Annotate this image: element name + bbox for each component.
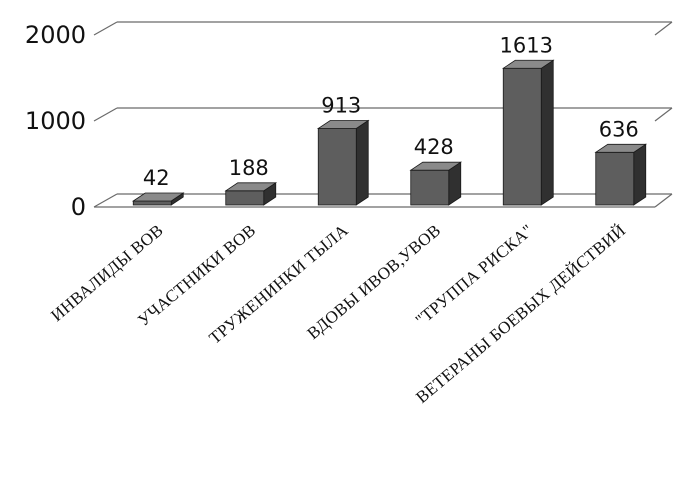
bar-front xyxy=(595,151,635,206)
bar-front xyxy=(132,200,172,206)
bar xyxy=(409,161,463,206)
bar-top xyxy=(316,120,370,129)
bar-top xyxy=(594,143,648,153)
gridline-connector xyxy=(93,107,118,122)
data-label: 1613 xyxy=(500,33,553,57)
bar-front xyxy=(317,128,357,206)
gridline-connector xyxy=(654,193,673,208)
chart-gridlines xyxy=(93,21,673,208)
data-label: 42 xyxy=(143,166,170,190)
bar xyxy=(594,143,648,206)
y-tick-label: 2000 xyxy=(25,21,86,49)
bar-side xyxy=(355,119,369,206)
data-label: 636 xyxy=(599,117,639,141)
data-label: 913 xyxy=(321,93,361,117)
gridline-connector xyxy=(654,107,673,122)
y-tick-label: 0 xyxy=(71,193,86,221)
data-label: 188 xyxy=(229,156,269,180)
y-tick-label: 1000 xyxy=(25,107,86,135)
y-axis-ticks: 0 1000 2000 xyxy=(25,21,86,221)
bar-side xyxy=(540,59,554,206)
bar-front xyxy=(410,169,450,206)
bar-front xyxy=(225,190,265,206)
bar-front xyxy=(502,67,542,206)
bar xyxy=(131,192,185,206)
bar xyxy=(316,119,370,206)
bar-top xyxy=(409,161,463,171)
bar xyxy=(224,182,278,206)
bar-top xyxy=(131,192,185,202)
bar xyxy=(501,59,555,206)
data-label: 428 xyxy=(414,135,454,159)
bar-top xyxy=(224,182,278,192)
gridline-connector xyxy=(654,21,673,36)
bar-side xyxy=(633,143,647,206)
bar-top xyxy=(501,59,555,69)
chart-bars xyxy=(131,59,648,206)
data-labels: 42 188 913 428 1613 636 xyxy=(143,33,639,190)
gridline-connector xyxy=(93,21,118,36)
gridline-connector xyxy=(93,193,118,208)
